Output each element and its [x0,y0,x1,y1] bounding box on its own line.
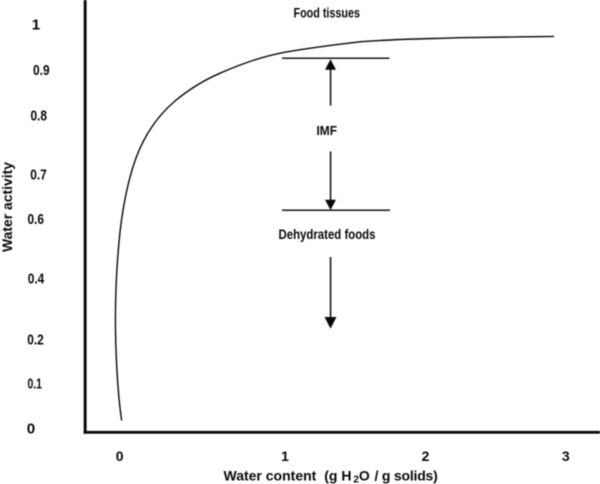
svg-text:Dehydrated foods: Dehydrated foods [279,226,376,242]
svg-text:2: 2 [422,448,430,464]
svg-text:Water activity: Water activity [0,162,15,252]
svg-text:0.6: 0.6 [27,211,44,228]
svg-text:0: 0 [116,448,124,464]
svg-text:Water content (g H 2O / g soli: Water content (g H 2O / g solids) [224,468,438,484]
svg-text:1: 1 [281,448,289,464]
svg-text:0.7: 0.7 [30,166,47,183]
svg-text:Food tissues: Food tissues [294,6,361,21]
svg-text:0.4: 0.4 [28,271,45,288]
svg-text:0.2: 0.2 [27,331,44,348]
svg-text:0: 0 [27,420,35,437]
svg-text:3: 3 [562,448,570,464]
svg-text:0.9: 0.9 [33,62,50,79]
svg-text:1: 1 [32,16,41,33]
svg-text:0.8: 0.8 [30,107,47,124]
svg-text:IMF: IMF [317,123,338,138]
svg-text:0.1: 0.1 [27,375,42,392]
